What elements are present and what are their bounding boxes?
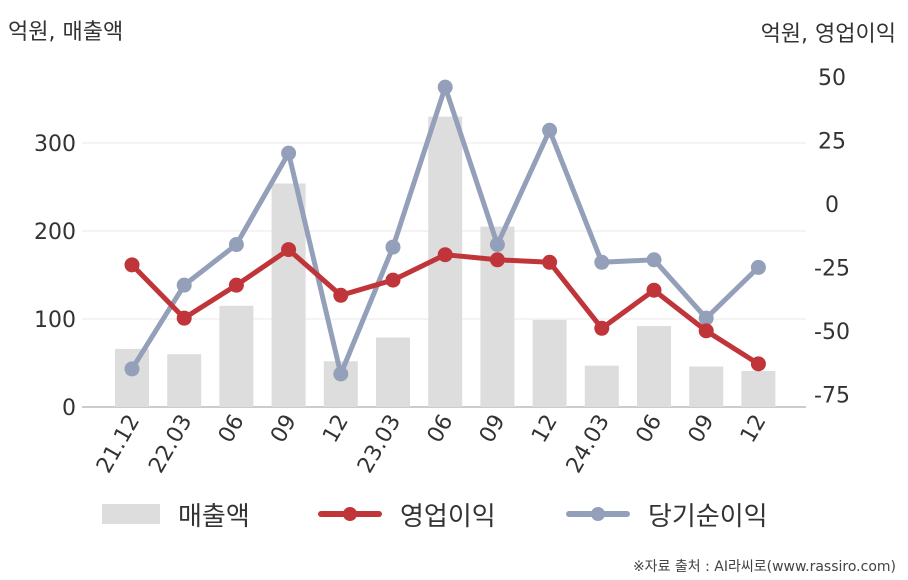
point-net-income: [437, 79, 453, 95]
bar-revenue: [532, 319, 567, 407]
category-label: 09: [475, 411, 511, 448]
point-net-income: [542, 122, 558, 138]
point-operating-profit: [281, 242, 297, 258]
point-operating-profit: [228, 277, 244, 293]
revenue-bars: [115, 116, 776, 407]
legend-item-net-income: 당기순이익: [566, 494, 768, 534]
left-axis-title: 억원, 매출액: [8, 20, 124, 45]
category-label: 09: [684, 411, 720, 448]
point-net-income: [333, 366, 349, 382]
right-tick-label: -25: [814, 256, 850, 281]
category-label: 22.03: [144, 411, 197, 478]
point-net-income: [228, 237, 244, 253]
point-operating-profit: [489, 252, 505, 268]
category-label: 21.12: [92, 411, 145, 478]
bar-revenue: [689, 366, 724, 407]
point-operating-profit: [542, 254, 558, 270]
point-net-income: [385, 239, 401, 255]
left-tick-label: 300: [34, 132, 76, 157]
category-label: 23.03: [353, 411, 406, 478]
category-label: 09: [266, 411, 302, 448]
bar-revenue: [219, 305, 254, 407]
category-label: 12: [318, 411, 354, 448]
bar-revenue: [115, 348, 149, 407]
legend-swatch-operating-profit: [318, 504, 382, 524]
right-tick-label: 50: [818, 66, 846, 91]
line-series: [124, 79, 766, 382]
point-operating-profit: [385, 272, 401, 288]
point-net-income: [698, 310, 714, 326]
point-operating-profit: [594, 320, 610, 336]
point-operating-profit: [698, 323, 714, 339]
point-operating-profit: [750, 356, 766, 372]
category-label: 06: [423, 411, 459, 448]
bar-revenue: [376, 337, 410, 407]
right-axis-title: 억원, 영업이익: [760, 22, 896, 47]
right-tick-label: -75: [814, 383, 850, 408]
point-net-income: [594, 254, 610, 270]
bar-revenue: [637, 326, 671, 407]
legend-item-revenue: 매출액: [102, 494, 250, 534]
bar-revenue: [741, 370, 776, 407]
point-net-income: [646, 252, 662, 268]
point-operating-profit: [333, 287, 349, 303]
category-label: 06: [214, 411, 250, 448]
bar-revenue: [584, 365, 619, 407]
category-label: 06: [632, 411, 668, 448]
left-tick-label: 200: [34, 220, 76, 245]
legend-label-operating-profit: 영업이익: [400, 501, 496, 532]
category-label: 12: [736, 411, 772, 448]
point-net-income: [124, 361, 140, 377]
point-operating-profit: [437, 247, 453, 263]
right-tick-label: -50: [814, 320, 850, 345]
left-tick-label: 100: [34, 308, 76, 333]
legend-swatch-net-income: [566, 504, 630, 524]
point-net-income: [750, 259, 766, 275]
bar-revenue: [167, 354, 202, 407]
point-net-income: [489, 237, 505, 253]
point-operating-profit: [124, 257, 140, 273]
category-label: 24.03: [562, 411, 615, 478]
source-note: ※자료 출처 : AI라씨로(www.rassiro.com): [632, 559, 896, 575]
point-net-income: [176, 277, 192, 293]
right-tick-label: 25: [818, 129, 846, 154]
legend-label-revenue: 매출액: [178, 501, 250, 532]
legend-item-operating-profit: 영업이익: [318, 494, 496, 534]
right-tick-label: 0: [825, 193, 839, 218]
left-tick-label: 0: [62, 396, 76, 421]
point-operating-profit: [176, 310, 192, 326]
point-net-income: [281, 145, 297, 161]
bar-revenue: [271, 183, 306, 407]
legend-swatch-revenue: [102, 504, 160, 524]
point-operating-profit: [646, 282, 662, 298]
category-label: 12: [527, 411, 563, 448]
legend-label-net-income: 당기순이익: [648, 501, 768, 532]
